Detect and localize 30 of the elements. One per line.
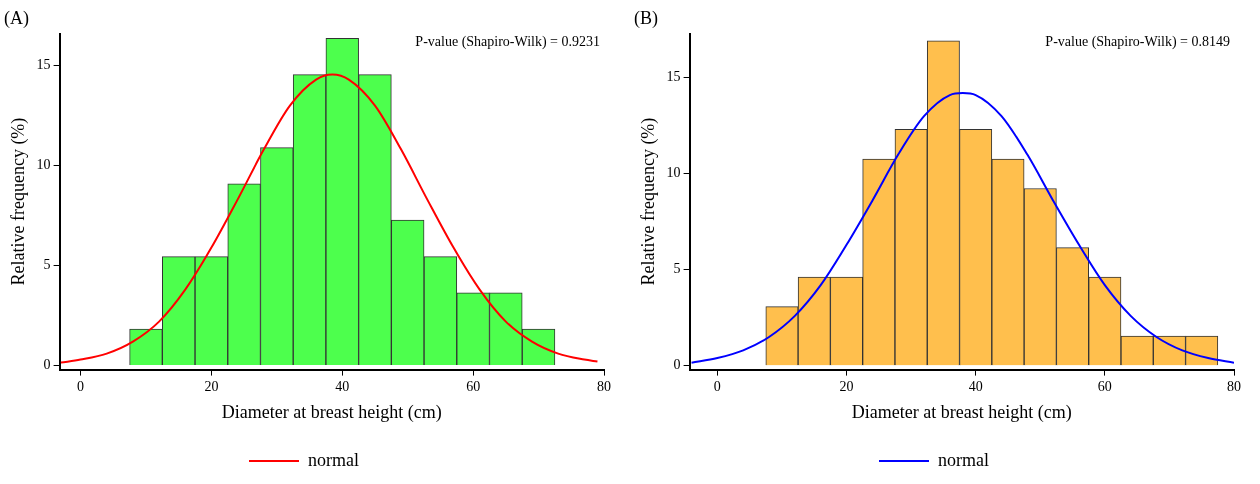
x-tick-label: 0 bbox=[77, 378, 85, 394]
y-tick-label: 10 bbox=[36, 157, 51, 173]
x-tick-label: 40 bbox=[335, 378, 350, 394]
y-tick-label: 5 bbox=[43, 257, 51, 273]
line-series bbox=[59, 73, 599, 364]
chart-title: (B) bbox=[634, 7, 658, 29]
x-tick-label: 0 bbox=[713, 378, 721, 394]
y-tick-label: 5 bbox=[673, 261, 681, 277]
x-tick-label: 60 bbox=[1097, 378, 1112, 394]
y-tick-label: 15 bbox=[666, 69, 681, 85]
legend-label: normal bbox=[308, 449, 360, 470]
y-tick-label: 0 bbox=[43, 357, 51, 373]
x-tick-label: 40 bbox=[968, 378, 983, 394]
x-tick-label: 80 bbox=[597, 378, 611, 394]
y-tick-label: 0 bbox=[673, 357, 681, 373]
annotation: P-value (Shapiro-Wilk) = 0.8149 bbox=[1045, 34, 1230, 51]
annotation: P-value (Shapiro-Wilk) = 0.9231 bbox=[415, 34, 600, 51]
x-axis-title: Diameter at breast height (cm) bbox=[221, 401, 442, 423]
chart-title: (A) bbox=[4, 7, 29, 29]
x-tick-label: 20 bbox=[839, 378, 854, 394]
line-series bbox=[690, 92, 1234, 364]
y-axis-title: Relative frequency (%) bbox=[637, 117, 659, 286]
x-tick-label: 60 bbox=[466, 378, 481, 394]
x-tick-label: 80 bbox=[1227, 378, 1241, 394]
x-axis-title: Diameter at breast height (cm) bbox=[851, 401, 1072, 423]
y-tick-label: 10 bbox=[666, 165, 681, 181]
legend-label: normal bbox=[938, 449, 990, 470]
x-tick-label: 20 bbox=[204, 378, 219, 394]
y-axis-title: Relative frequency (%) bbox=[7, 117, 29, 286]
y-tick-label: 15 bbox=[36, 57, 51, 73]
